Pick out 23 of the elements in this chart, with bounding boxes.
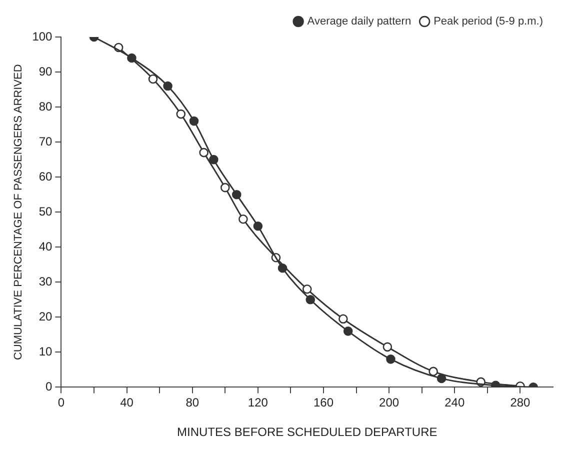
y-tick-label: 50 (38, 204, 53, 218)
y-tick-label: 0 (46, 380, 53, 394)
y-tick-label: 90 (38, 64, 53, 78)
legend-label: Average daily pattern (307, 16, 412, 28)
x-tick-label: 0 (58, 396, 65, 410)
y-tick-label: 60 (38, 169, 53, 184)
y-tick-label: 70 (38, 134, 53, 148)
y-tick-label: 40 (38, 239, 53, 254)
y-tick-label: 30 (38, 274, 53, 288)
y-tick-label: 100 (32, 29, 53, 44)
x-tick-label: 240 (444, 396, 465, 410)
x-tick-label: 280 (510, 396, 531, 410)
x-axis-title: MINUTES BEFORE SCHEDULED DEPARTURE (176, 425, 438, 440)
x-tick-label: 40 (120, 396, 134, 410)
x-tick-label: 120 (248, 396, 268, 410)
y-tick-label: 10 (38, 344, 53, 358)
x-tick-label: 160 (313, 396, 334, 410)
x-tick-label: 200 (379, 396, 400, 410)
y-tick-label: 80 (38, 99, 53, 114)
x-tick-label: 80 (186, 396, 200, 410)
y-tick-label: 20 (38, 309, 53, 324)
y-axis-title: CUMULATIVE PERCENTAGE OF PASSENGERS ARRIVED (12, 64, 25, 360)
legend-label: Peak period (5-9 p.m.) (434, 16, 543, 28)
